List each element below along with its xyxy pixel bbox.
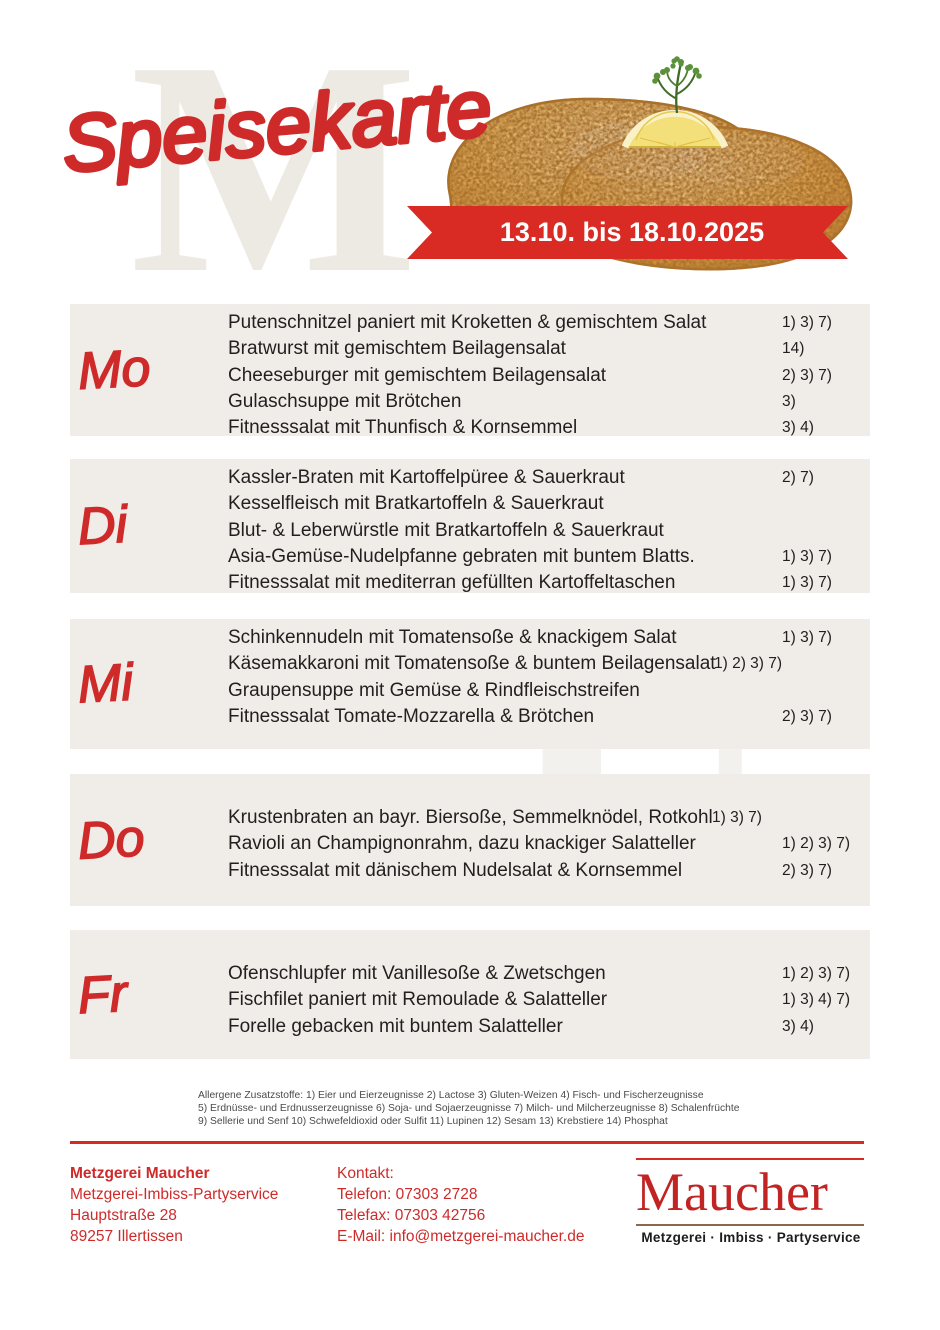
svg-text:13.10. bis 18.10.2025: 13.10. bis 18.10.2025	[500, 217, 764, 247]
svg-text:Speisekarte: Speisekarte	[59, 63, 495, 189]
